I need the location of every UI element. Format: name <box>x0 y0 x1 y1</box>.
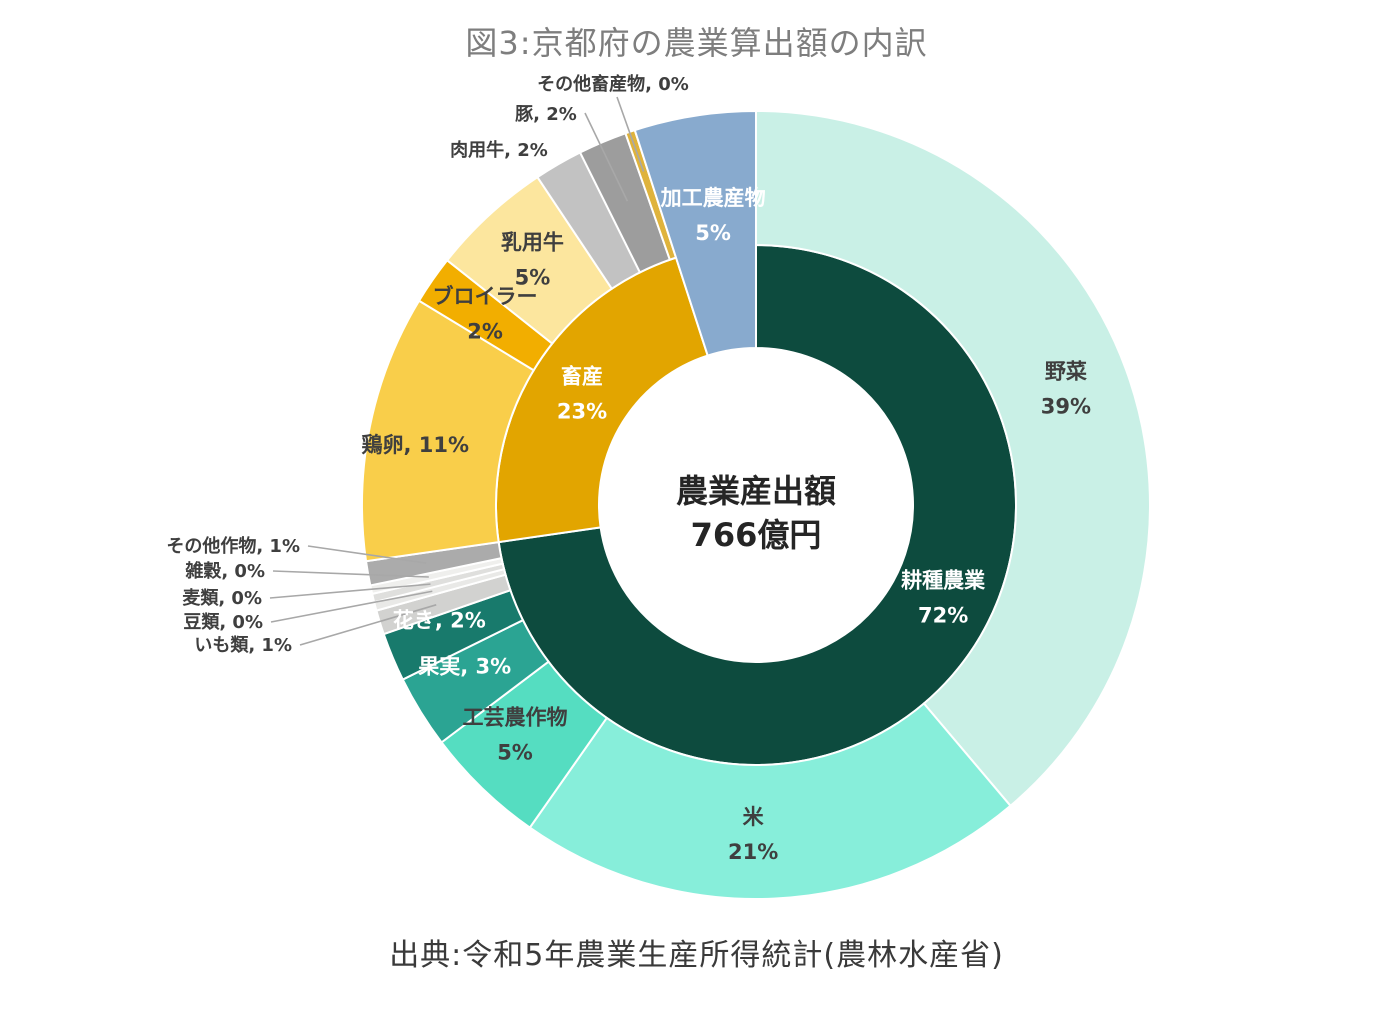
center-label-line2: 766億円 <box>691 516 822 554</box>
figure-source: 出典:令和5年農業生産所得統計(農林水産省) <box>389 938 1004 973</box>
label-工芸農作物: 工芸農作物 5% <box>463 706 568 765</box>
center-label-line1: 農業産出額 <box>676 472 836 510</box>
label-花き: 花き, 2% <box>393 608 486 632</box>
leader-麦類 <box>269 583 431 599</box>
leader-いも類 <box>299 604 437 646</box>
label-その他畜産物: その他畜産物, 0% <box>537 73 689 95</box>
label-雑穀: 雑穀, 0% <box>184 560 265 582</box>
label-豆類: 豆類, 0% <box>183 612 263 633</box>
segment-野菜 <box>755 109 1151 808</box>
label-野菜: 野菜 39% <box>1041 360 1091 419</box>
label-麦類: 麦類, 0% <box>182 587 262 609</box>
segment-加工農産物 <box>633 109 757 357</box>
segment-米 <box>528 702 1012 900</box>
leader-lines <box>269 96 645 646</box>
label-畜産: 畜産 23% <box>557 365 607 424</box>
donut-segments <box>361 109 1151 900</box>
label-いも類: いも類, 1% <box>194 635 292 656</box>
label-鶏卵: 鶏卵, 11% <box>361 433 469 457</box>
leader-その他畜産物 <box>616 96 645 172</box>
leader-豆類 <box>270 590 433 623</box>
label-豚: 豚, 2% <box>515 104 577 125</box>
label-その他作物: その他作物, 1% <box>166 535 300 557</box>
leader-豚 <box>584 112 629 202</box>
label-肉用牛: 肉用牛, 2% <box>450 139 548 161</box>
leader-その他作物 <box>307 545 427 564</box>
leader-雑穀 <box>272 570 429 578</box>
label-米: 米 21% <box>728 805 778 864</box>
label-耕種農業: 耕種農業 72% <box>901 568 986 627</box>
label-ブロイラー: ブロイラー 2% <box>433 285 538 344</box>
figure-title: 図3:京都府の農業算出額の内訳 <box>465 24 928 62</box>
label-加工農産物: 加工農産物 5% <box>660 186 766 245</box>
segment-labels: 耕種農業 72% 畜産 23% 野菜 39% 米 21% 工芸農作物 5% 果実, 3% 花き, 2%… <box>166 73 1091 864</box>
label-果実: 果実, 3% <box>418 654 511 678</box>
label-乳用牛: 乳用牛 5% <box>501 230 564 289</box>
